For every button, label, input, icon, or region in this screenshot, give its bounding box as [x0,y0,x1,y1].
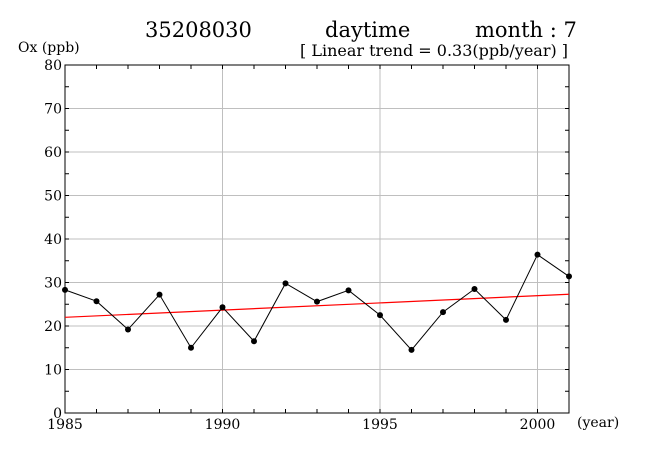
data-point [93,298,100,305]
data-point [282,280,289,287]
plot-frame [64,64,570,414]
data-point [471,286,478,293]
data-point [566,273,572,280]
y-tick-label: 20 [44,319,62,335]
data-point [534,251,541,258]
y-tick-label: 60 [44,145,62,161]
data-point [503,316,509,323]
y-tick-label: 0 [53,406,62,422]
data-point [314,298,320,305]
data-point [377,312,383,319]
y-tick-label: 40 [44,232,62,248]
y-tick-label: 50 [44,189,62,205]
data-point [62,286,68,293]
chart-title-period: daytime [325,18,411,42]
data-point [440,309,446,316]
y-tick-label: 70 [44,102,62,118]
x-tick-label: 1995 [362,417,398,433]
y-tick-label: 10 [44,363,62,379]
y-axis-label: Ox (ppb) [18,40,80,56]
x-tick-label: 1985 [47,417,83,433]
data-point [345,287,352,294]
trend-annotation: [ Linear trend = 0.33(ppb/year) ] [300,41,569,60]
data-point [219,304,226,311]
data-point [125,326,131,333]
chart-title-station: 35208030 [145,18,252,42]
y-tick-label: 30 [44,276,62,292]
x-tick-label: 2000 [520,417,556,433]
trend-line [64,293,570,318]
x-tick-label: 1990 [205,417,241,433]
data-point [408,346,415,353]
chart-title-month: month : 7 [475,18,577,42]
data-point [156,291,163,298]
data-point [188,344,194,351]
y-tick-label: 80 [44,58,62,74]
data-point [251,338,257,345]
x-axis-unit-label: (year) [577,415,620,431]
